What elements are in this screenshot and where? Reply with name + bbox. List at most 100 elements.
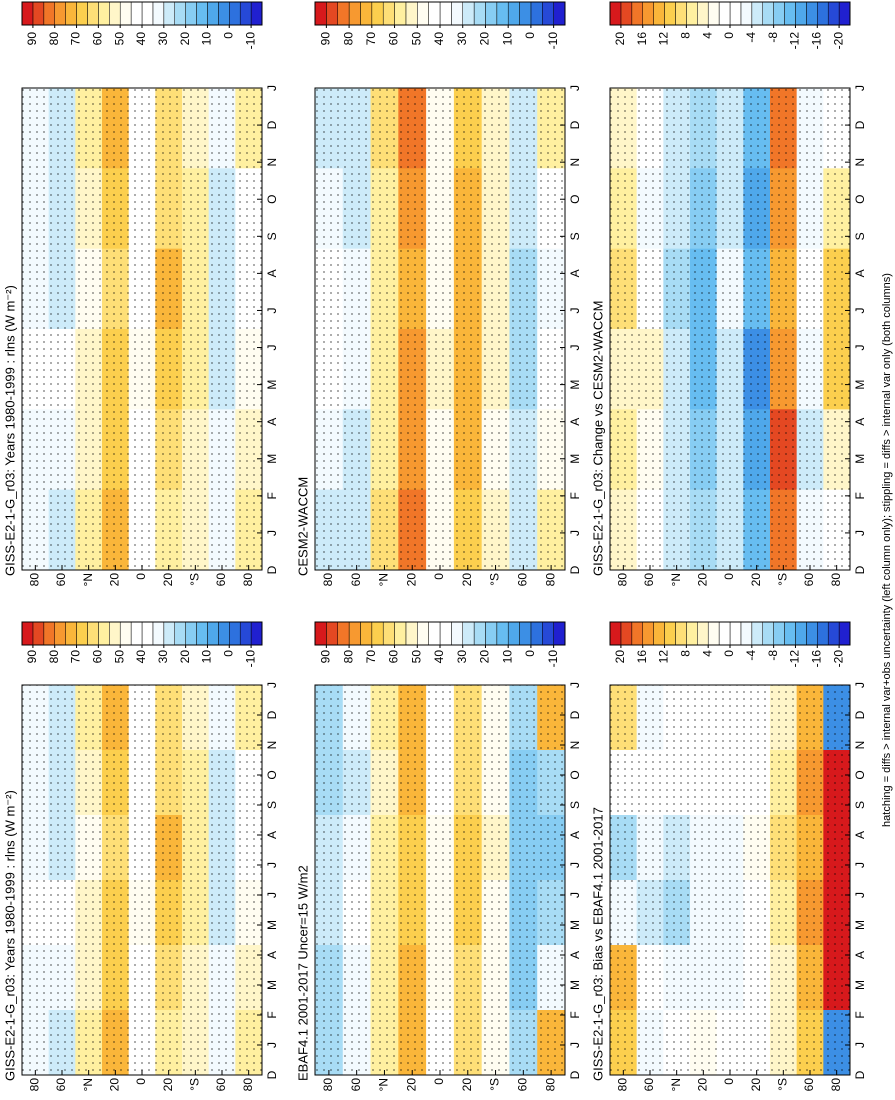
y-tick-label: 60 xyxy=(802,1078,816,1092)
x-tick-label: J xyxy=(568,862,582,868)
colorbar-label: -8 xyxy=(766,650,780,661)
x-tick-label: J xyxy=(568,85,582,91)
y-tick-label: 60 xyxy=(642,1078,656,1092)
x-tick-label: D xyxy=(568,710,582,719)
colorbar-cell xyxy=(686,621,698,646)
x-tick-label: A xyxy=(265,418,279,426)
colorbar-label: -4 xyxy=(744,650,758,661)
colorbar-cell xyxy=(631,1,643,26)
colorbar-cell xyxy=(451,621,463,646)
colorbar-cell xyxy=(405,621,418,646)
colorbar-cell xyxy=(163,1,175,26)
x-tick-label: F xyxy=(853,492,867,499)
x-tick-label: S xyxy=(265,801,279,809)
colorbar-cell xyxy=(838,621,851,646)
y-tick-label: °N xyxy=(669,1078,683,1091)
colorbar-label: 50 xyxy=(112,650,126,664)
colorbar-label: -20 xyxy=(831,32,845,50)
colorbar-cell xyxy=(43,1,55,26)
colorbar-cell xyxy=(729,621,742,646)
colorbar-label: -12 xyxy=(788,650,802,668)
colorbar-cell xyxy=(207,1,219,26)
colorbar-label: 60 xyxy=(387,32,401,46)
x-tick-label: D xyxy=(853,1070,867,1079)
colorbar-cell xyxy=(542,621,554,646)
x-tick-label: M xyxy=(853,920,867,930)
colorbar-label: 20 xyxy=(478,650,492,664)
colorbar-cell xyxy=(542,1,554,26)
colorbar-label: 30 xyxy=(156,32,170,46)
colorbar-label: -10 xyxy=(243,650,257,668)
x-tick-label: A xyxy=(568,951,582,959)
y-tick-label: 80 xyxy=(241,1078,255,1092)
colorbar-label: 8 xyxy=(679,32,693,39)
stippling xyxy=(315,88,565,570)
y-tick-label: °N xyxy=(377,1078,391,1091)
panel-title: GISS-E2-1-G_r03: Years 1980-1999 : rlns … xyxy=(2,285,17,576)
colorbar-label: -16 xyxy=(809,32,823,50)
y-tick-label: 20 xyxy=(108,1078,122,1092)
colorbar-label: 20 xyxy=(178,32,192,46)
colorbar-label: -20 xyxy=(831,650,845,668)
colorbar-label: 16 xyxy=(635,650,649,664)
x-tick-label: M xyxy=(568,380,582,390)
colorbar-cell xyxy=(54,621,66,646)
colorbar-cell xyxy=(718,621,731,646)
colorbar-label: 70 xyxy=(69,650,83,664)
colorbar-cell xyxy=(98,621,110,646)
colorbar-cell xyxy=(806,1,818,26)
y-tick-label: 60 xyxy=(349,573,363,587)
y-tick-label: 80 xyxy=(829,573,843,587)
x-tick-label: M xyxy=(265,454,279,464)
colorbar-cell xyxy=(185,1,197,26)
colorbar-cell xyxy=(773,1,785,26)
colorbar-cell xyxy=(485,1,498,26)
colorbar-cell xyxy=(795,1,807,26)
colorbar-cell xyxy=(360,621,373,646)
colorbar-label: 70 xyxy=(69,32,83,46)
colorbar-cell xyxy=(196,621,208,646)
y-tick-label: 60 xyxy=(516,1078,530,1092)
x-tick-label: J xyxy=(568,1042,582,1048)
colorbar-label: 80 xyxy=(47,650,61,664)
colorbar-label: 20 xyxy=(613,650,627,664)
colorbar-cell xyxy=(485,621,498,646)
y-tick-label: 60 xyxy=(802,573,816,587)
x-tick-label: S xyxy=(853,232,867,240)
y-tick-label: 20 xyxy=(460,573,474,587)
y-tick-label: 60 xyxy=(54,573,68,587)
x-tick-label: A xyxy=(568,418,582,426)
colorbar-cell xyxy=(675,1,687,26)
colorbar-cell xyxy=(314,621,327,646)
colorbar-cell xyxy=(697,621,709,646)
colorbar-label: 40 xyxy=(134,32,148,46)
y-tick-label: 0 xyxy=(432,573,446,580)
x-tick-label: J xyxy=(853,307,867,313)
colorbar-cell xyxy=(87,1,99,26)
colorbar-cell xyxy=(360,1,373,26)
y-tick-label: 0 xyxy=(722,573,736,580)
colorbar-label: 60 xyxy=(91,32,105,46)
colorbar-cell xyxy=(218,621,230,646)
x-tick-label: N xyxy=(265,158,279,167)
x-tick-label: M xyxy=(265,920,279,930)
colorbar-label: 20 xyxy=(178,650,192,664)
colorbar-cell xyxy=(130,621,143,646)
colorbar-cell xyxy=(642,1,654,26)
x-tick-label: J xyxy=(853,682,867,688)
colorbar-cell xyxy=(496,621,509,646)
colorbar-cell xyxy=(507,1,520,26)
y-tick-label: 80 xyxy=(241,573,255,587)
colorbar-cell xyxy=(784,1,796,26)
colorbar-cell xyxy=(795,621,807,646)
y-tick-label: 20 xyxy=(108,573,122,587)
x-tick-label: D xyxy=(265,1070,279,1079)
x-tick-label: J xyxy=(265,530,279,536)
colorbar-cell xyxy=(729,1,742,26)
colorbar-label: 40 xyxy=(432,32,446,46)
colorbar-cell xyxy=(326,1,338,26)
colorbar-cell xyxy=(32,621,45,646)
y-tick-label: 80 xyxy=(28,1078,42,1092)
x-tick-label: M xyxy=(853,380,867,390)
